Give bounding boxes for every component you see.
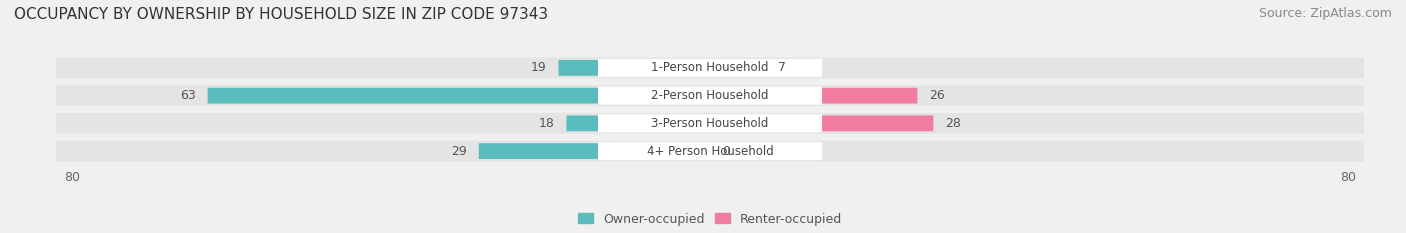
Text: OCCUPANCY BY OWNERSHIP BY HOUSEHOLD SIZE IN ZIP CODE 97343: OCCUPANCY BY OWNERSHIP BY HOUSEHOLD SIZE… bbox=[14, 7, 548, 22]
Text: 2-Person Household: 2-Person Household bbox=[651, 89, 769, 102]
Text: 29: 29 bbox=[451, 145, 467, 158]
Text: 18: 18 bbox=[538, 117, 554, 130]
FancyBboxPatch shape bbox=[598, 142, 823, 160]
Text: 7: 7 bbox=[778, 62, 786, 74]
FancyBboxPatch shape bbox=[208, 88, 710, 103]
Text: 3-Person Household: 3-Person Household bbox=[651, 117, 769, 130]
Legend: Owner-occupied, Renter-occupied: Owner-occupied, Renter-occupied bbox=[578, 212, 842, 226]
FancyBboxPatch shape bbox=[710, 60, 766, 76]
Text: 1-Person Household: 1-Person Household bbox=[651, 62, 769, 74]
FancyBboxPatch shape bbox=[56, 141, 1364, 161]
Text: 26: 26 bbox=[929, 89, 945, 102]
FancyBboxPatch shape bbox=[710, 116, 934, 131]
Text: Source: ZipAtlas.com: Source: ZipAtlas.com bbox=[1258, 7, 1392, 20]
FancyBboxPatch shape bbox=[56, 58, 1364, 78]
FancyBboxPatch shape bbox=[710, 88, 917, 103]
Text: 0: 0 bbox=[723, 145, 730, 158]
Text: 19: 19 bbox=[531, 62, 547, 74]
FancyBboxPatch shape bbox=[567, 116, 710, 131]
FancyBboxPatch shape bbox=[558, 60, 710, 76]
FancyBboxPatch shape bbox=[598, 114, 823, 132]
Text: 63: 63 bbox=[180, 89, 195, 102]
FancyBboxPatch shape bbox=[56, 85, 1364, 106]
FancyBboxPatch shape bbox=[478, 143, 710, 159]
FancyBboxPatch shape bbox=[56, 113, 1364, 134]
FancyBboxPatch shape bbox=[598, 59, 823, 77]
FancyBboxPatch shape bbox=[598, 87, 823, 105]
Text: 4+ Person Household: 4+ Person Household bbox=[647, 145, 773, 158]
Text: 28: 28 bbox=[945, 117, 962, 130]
